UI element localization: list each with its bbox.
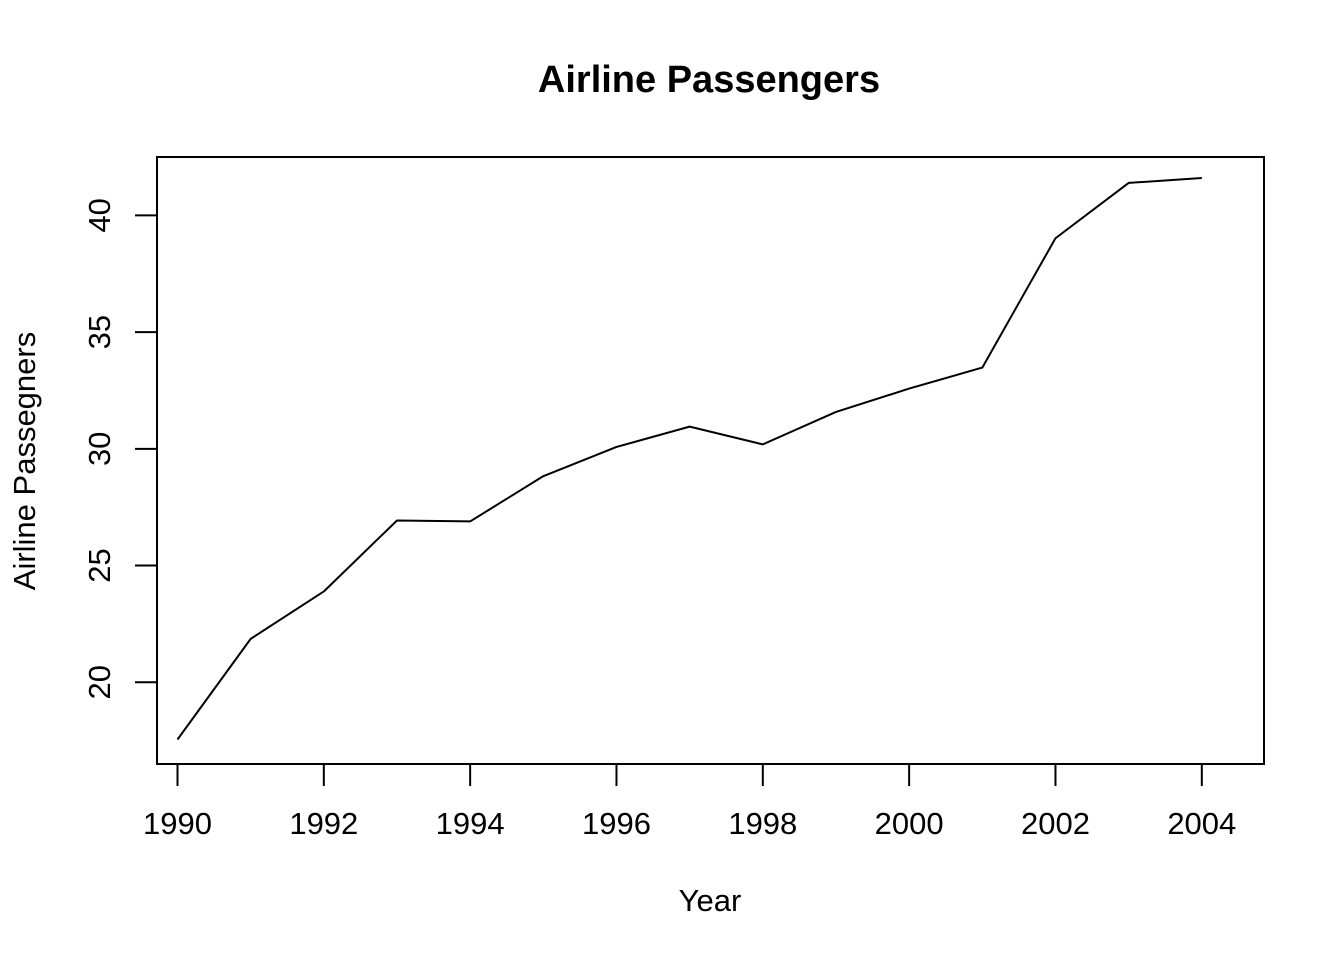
x-axis: 1990 1992 1994 1996 1998 2000 2002 2004 xyxy=(143,763,1236,841)
series-line xyxy=(176,177,1202,741)
y-axis: 20 25 30 35 40 xyxy=(82,198,158,700)
y-tick-label: 30 xyxy=(82,432,117,466)
y-tick-label: 20 xyxy=(82,665,117,699)
x-tick-label: 2004 xyxy=(1167,806,1236,841)
y-tick-label: 40 xyxy=(82,198,117,232)
plot-frame xyxy=(156,156,1265,765)
x-tick-label: 1998 xyxy=(728,806,797,841)
y-tick-label: 35 xyxy=(82,315,117,349)
x-axis-label: Year xyxy=(679,883,742,918)
x-tick-label: 2000 xyxy=(875,806,944,841)
x-tick-label: 1990 xyxy=(143,806,212,841)
y-axis-label: Airline Passegners xyxy=(7,332,42,590)
chart-title: Airline Passengers xyxy=(538,59,880,101)
x-tick-label: 2002 xyxy=(1021,806,1090,841)
x-tick-label: 1994 xyxy=(436,806,505,841)
x-tick-label: 1996 xyxy=(582,806,651,841)
x-tick-label: 1992 xyxy=(289,806,358,841)
y-tick-label: 25 xyxy=(82,548,117,582)
series-group xyxy=(176,177,1202,741)
